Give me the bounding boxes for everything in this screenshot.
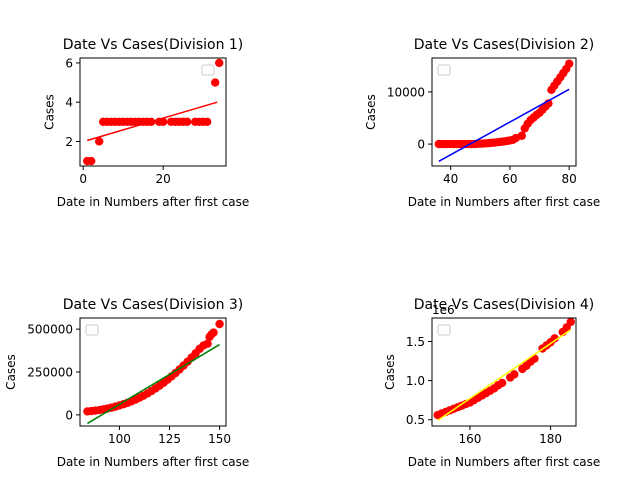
chart-title: Date Vs Cases(Division 3)	[63, 297, 244, 313]
x-axis-label: Date in Numbers after first case	[408, 195, 601, 209]
y-tick-label: 10000	[387, 85, 425, 99]
data-point	[566, 318, 575, 327]
y-tick-label: 1.5	[406, 335, 425, 349]
y-axis-label: Cases	[4, 354, 18, 390]
subplot-division-1: Date Vs Cases(Division 1) 0 20 2 4 6 Date in N…	[42, 37, 249, 209]
legend-box	[85, 324, 99, 336]
data-point	[87, 156, 96, 166]
fit-line	[437, 329, 572, 422]
subplot-division-3: Date Vs Cases(Division 3) 100 125 150 0 25000…	[4, 297, 249, 469]
data-point	[550, 334, 559, 343]
fit-line	[87, 343, 220, 425]
x-tick-label: 20	[156, 172, 171, 186]
y-tick-label: 0.5	[406, 413, 425, 427]
chart-title: Date Vs Cases(Division 1)	[63, 37, 244, 53]
legend-box	[437, 64, 451, 76]
data-point	[497, 378, 507, 388]
legend-box	[437, 324, 451, 336]
axes-frame	[431, 317, 577, 427]
axes-frame	[79, 57, 227, 167]
data-point	[211, 78, 220, 87]
x-tick-label: 125	[158, 432, 181, 446]
plot-area	[83, 319, 224, 425]
chart-title: Date Vs Cases(Division 4)	[414, 297, 595, 313]
data-point	[183, 117, 192, 127]
subplot-division-2: Date Vs Cases(Division 2) 40 60 80 0 10000 Dat…	[364, 37, 600, 209]
plot-area	[83, 58, 224, 166]
x-tick-label: 150	[208, 432, 231, 446]
fit-line	[438, 88, 570, 162]
data-point	[209, 328, 218, 337]
data-point	[564, 59, 574, 68]
data-point	[215, 58, 224, 68]
data-point	[203, 339, 212, 348]
y-tick-label: 0	[417, 138, 425, 152]
y-tick-label: 500000	[27, 323, 73, 337]
plot-area	[433, 318, 575, 422]
x-axis-label: Date in Numbers after first case	[408, 455, 601, 469]
axes-frame	[431, 57, 577, 167]
y-tick-label: 2	[65, 135, 73, 149]
y-tick-label: 0	[65, 408, 73, 422]
data-point	[95, 137, 104, 146]
chart-title: Date Vs Cases(Division 2)	[414, 37, 595, 53]
y-offset-label: 1e6	[432, 303, 455, 317]
data-point	[215, 319, 224, 329]
fit-line	[86, 101, 218, 142]
data-point	[510, 370, 519, 379]
x-tick-label: 100	[108, 432, 131, 446]
y-axis-label: Cases	[42, 94, 56, 130]
data-point	[159, 117, 168, 127]
x-axis-label: Date in Numbers after first case	[57, 195, 250, 209]
legend-box	[201, 64, 215, 76]
y-tick-label: 4	[65, 96, 73, 110]
x-axis-label: Date in Numbers after first case	[57, 455, 250, 469]
plot-area	[434, 59, 574, 162]
x-tick-label: 160	[458, 432, 481, 446]
x-tick-label: 60	[502, 172, 517, 186]
x-tick-label: 0	[79, 172, 87, 186]
subplot-division-4: Date Vs Cases(Division 4) 160 180 0.5 1.0 1.5…	[383, 297, 600, 469]
y-tick-label: 1.0	[406, 374, 425, 388]
x-tick-label: 40	[443, 172, 458, 186]
data-point	[203, 117, 212, 127]
data-point	[517, 131, 526, 140]
x-tick-label: 80	[562, 172, 577, 186]
y-tick-label: 6	[65, 56, 73, 70]
y-tick-label: 250000	[27, 366, 73, 380]
x-tick-label: 180	[539, 432, 562, 446]
y-axis-label: Cases	[364, 94, 378, 130]
y-axis-label: Cases	[383, 354, 397, 390]
